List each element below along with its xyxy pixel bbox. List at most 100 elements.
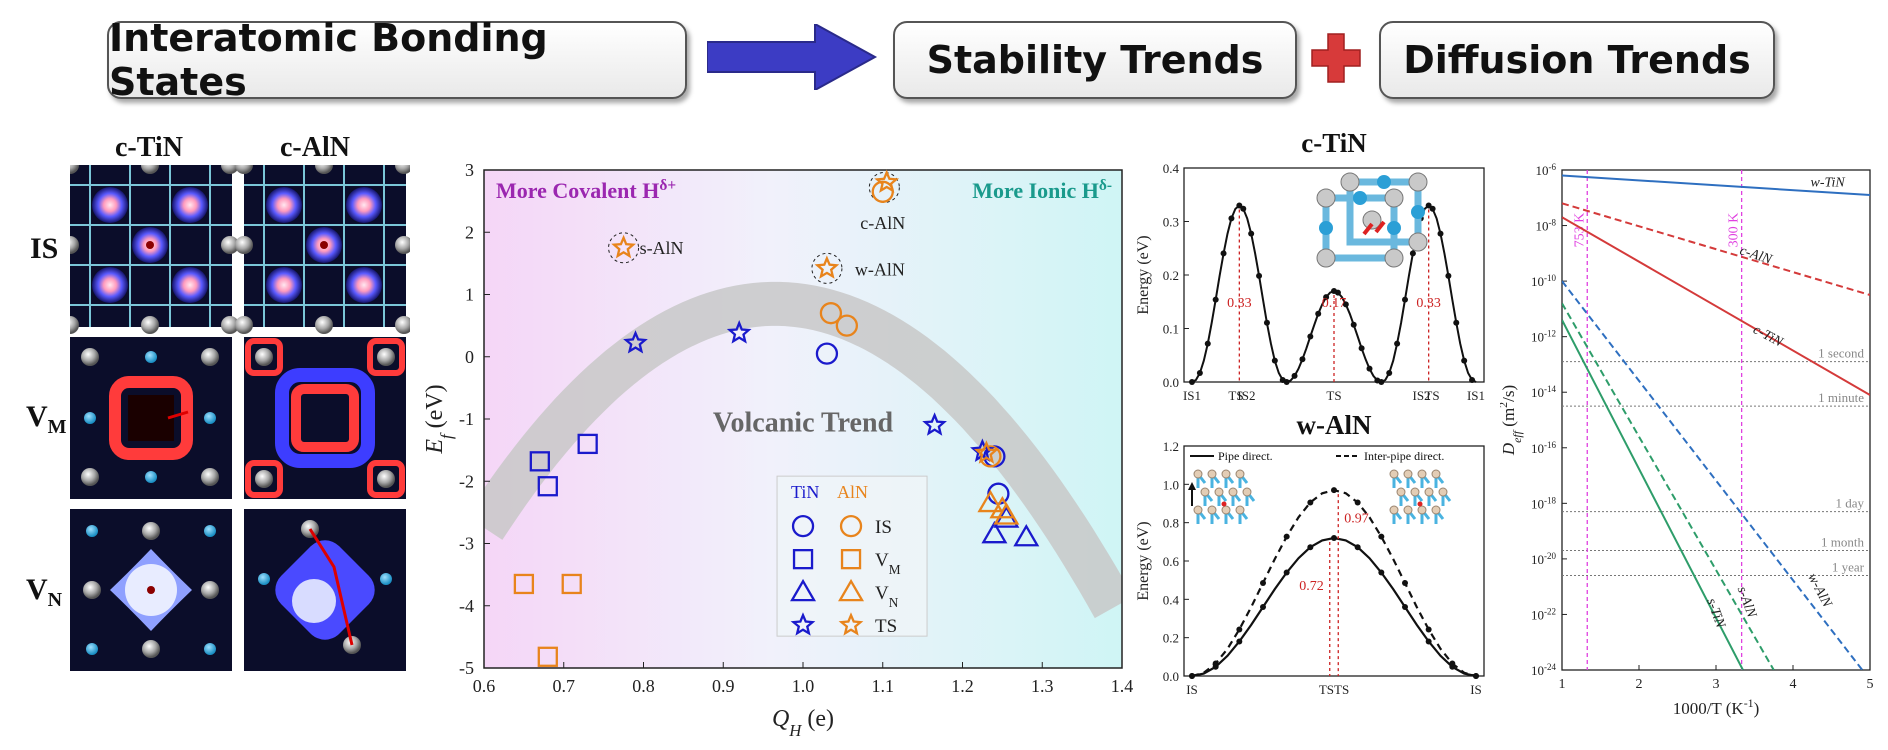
energy-point	[1212, 296, 1219, 303]
row-label-vm-main: V	[26, 400, 48, 433]
energy-point	[1204, 340, 1211, 347]
energy-point	[1437, 230, 1444, 237]
y-tick-label: 10-12	[1531, 329, 1556, 345]
row-label-vn-main: V	[26, 573, 48, 606]
energy-point	[1425, 638, 1432, 645]
al-atom	[1389, 469, 1399, 479]
legend-marker-aln	[838, 612, 864, 636]
energy-point	[1342, 301, 1349, 308]
al-atom	[1235, 505, 1245, 515]
energy-point	[1402, 296, 1408, 303]
energy-point	[1449, 660, 1456, 667]
energy-point	[1358, 345, 1365, 352]
legend-marker-tin	[790, 612, 816, 636]
barrier-label: 0.17	[1322, 296, 1347, 311]
ti-atom	[1408, 232, 1428, 252]
y-tick-label: 10-16	[1531, 440, 1556, 456]
covalent-label: More Covalent Hδ+	[496, 177, 676, 204]
al-atom	[1193, 505, 1203, 515]
energy-point	[1354, 544, 1361, 551]
x-tick-label: 1.3	[1031, 676, 1054, 696]
al-atom	[1228, 487, 1238, 497]
legend-marker-tin	[790, 578, 817, 602]
energy-point	[1378, 569, 1385, 576]
y-axis-label: Ef (eV)	[422, 384, 456, 454]
energy-point	[1307, 499, 1314, 506]
x-axis-label: 1000/T (K-1)	[1673, 696, 1760, 718]
y-tick-label: -1	[459, 409, 474, 429]
h-path	[1374, 220, 1386, 234]
energy-point	[1307, 333, 1314, 340]
highlight-circle	[608, 232, 640, 264]
header-box-bonding: Interatomic Bonding States	[107, 16, 687, 104]
ti-atom	[1408, 172, 1428, 192]
energy-point	[1350, 321, 1357, 328]
x-tick-label: 0.6	[473, 676, 496, 696]
y-tick-label: 0.3	[1163, 215, 1179, 230]
x-tick-label: IS2	[1413, 388, 1431, 403]
panel-vm-caln	[244, 337, 406, 499]
time-label: 1 day	[1835, 496, 1864, 511]
y-tick-label: 0.0	[1163, 669, 1179, 684]
energy-point	[1469, 376, 1476, 383]
data-point-square	[577, 433, 598, 455]
x-tick-label: 0.8	[632, 676, 655, 696]
row-label-vn: VN	[26, 573, 62, 612]
waln-inset-pipe	[1193, 469, 1256, 524]
x-tick-label: TS	[1424, 388, 1439, 403]
energy-point	[1425, 626, 1432, 633]
data-point-square	[529, 451, 550, 472]
data-point-circle	[819, 302, 843, 325]
ti-atom	[1384, 248, 1404, 268]
x-tick-label: 1	[1559, 677, 1566, 692]
energy-point	[1189, 673, 1195, 679]
al-atom	[1396, 487, 1406, 497]
n-atom	[1377, 175, 1391, 189]
al-atom	[1214, 487, 1224, 497]
al-atom	[1221, 469, 1231, 479]
al-atom	[1403, 469, 1413, 479]
ti-atom	[1316, 188, 1336, 208]
energy-point	[1461, 357, 1468, 364]
ti-atom	[1316, 248, 1336, 268]
legend-marker-aln	[839, 514, 863, 538]
y-tick-label: -3	[459, 534, 474, 554]
legend-header-aln: AlN	[837, 482, 868, 502]
panel-vm-ctin	[70, 337, 232, 499]
y-tick-label: -5	[459, 658, 474, 678]
al-atom	[1389, 505, 1399, 515]
x-tick-label: IS	[1186, 682, 1198, 697]
h-atom	[1417, 501, 1423, 507]
data-point-square	[561, 573, 582, 595]
energy-point	[1429, 205, 1436, 212]
data-point-star	[726, 320, 752, 344]
volcano-band	[484, 281, 1122, 619]
al-atom	[1417, 469, 1427, 479]
legend-marker-tin	[791, 514, 815, 538]
legend-marker-aln	[838, 578, 865, 602]
barrier-label: 0.33	[1416, 296, 1441, 311]
data-point-triangle	[977, 489, 1004, 513]
header-box-diffusion: Diffusion Trends	[1379, 21, 1775, 99]
direction-arrowhead-icon	[1188, 482, 1196, 490]
energy-point	[1291, 372, 1298, 379]
data-point-square	[537, 476, 558, 497]
charge-density-panels	[70, 165, 410, 671]
annotation-label: s-AlN	[640, 238, 684, 258]
panel-is-caln	[235, 165, 410, 334]
data-point-star	[611, 234, 636, 259]
y-tick-label: 0.2	[1163, 268, 1179, 283]
series-line-c-TiN	[1562, 216, 1870, 396]
col-label-ctin: c-TiN	[115, 132, 183, 163]
y-tick-label: 10-22	[1531, 606, 1556, 622]
energy-point	[1263, 319, 1270, 326]
al-atom	[1431, 505, 1441, 515]
energy-point	[1260, 580, 1266, 587]
legend-marker-aln	[840, 548, 862, 570]
energy-point	[1236, 202, 1243, 209]
x-tick-label: IS2	[1237, 388, 1255, 403]
temperature-label: 753 K	[1572, 213, 1587, 248]
x-tick-label: 1.2	[951, 676, 974, 696]
time-label: 1 second	[1818, 346, 1864, 361]
al-atom	[1417, 505, 1427, 515]
